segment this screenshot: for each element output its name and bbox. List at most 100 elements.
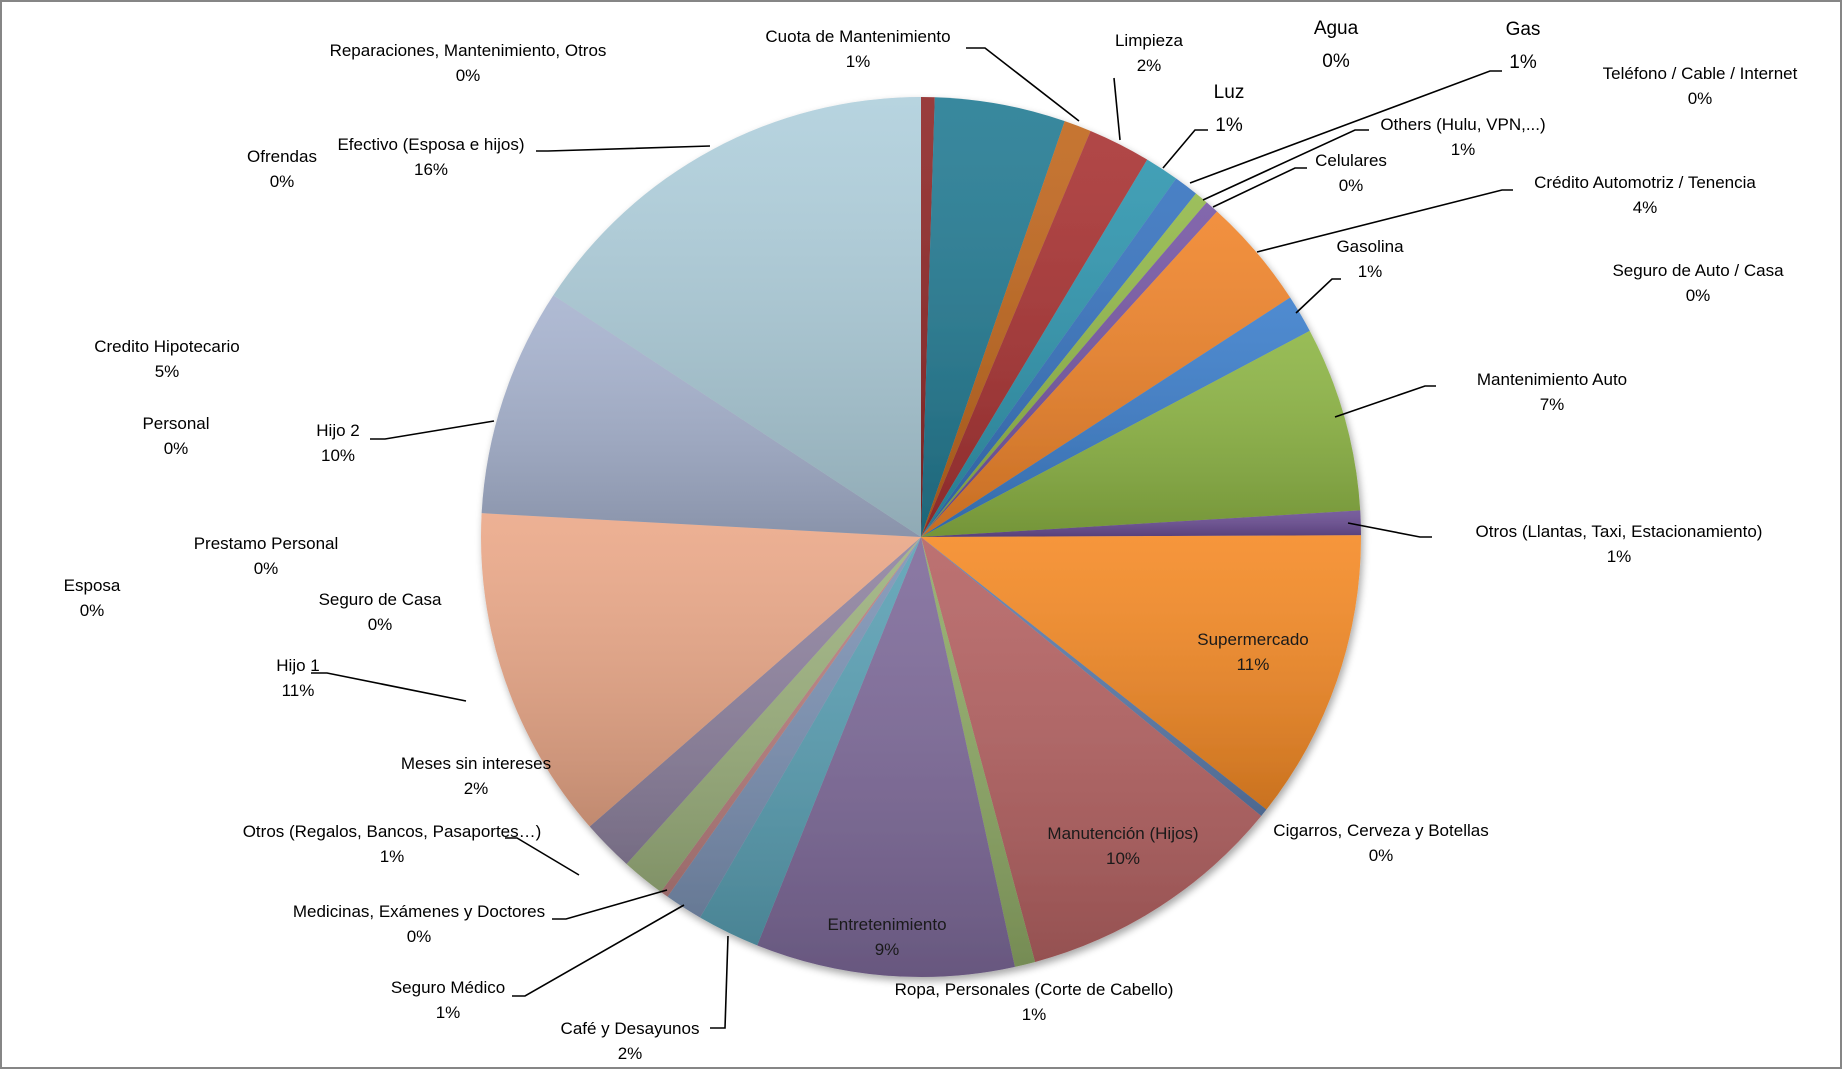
label-percent: 2%: [617, 1044, 643, 1063]
pie-slice-cuota-de-mantenimiento[interactable]: [921, 121, 1091, 538]
leader-line-celulares: [1212, 167, 1307, 208]
label-percent: 5%: [154, 362, 180, 381]
pie-slice-luz[interactable]: [921, 159, 1177, 537]
label-category: Otros (Llantas, Taxi, Estacionamiento): [1475, 522, 1763, 541]
leader-line-credito-automotriz-tenencia: [1256, 189, 1513, 253]
leader-line-otros-llantas-taxi-estacionamiento: [1347, 522, 1432, 538]
label-category: Meses sin intereses: [400, 754, 552, 773]
label-percent: 7%: [1539, 395, 1565, 414]
label-category: Manutención (Hijos): [1047, 824, 1199, 843]
label-percent: 0%: [1322, 51, 1350, 72]
pie-slice-medicinas-examenes-y-doctores[interactable]: [660, 537, 921, 897]
pie-slice-ropa-personales-corte-de-cabello[interactable]: [921, 537, 1036, 967]
data-label-efectivo-esposa-e-hijos: Efectivo (Esposa e hijos) 16%: [337, 132, 524, 182]
data-label-reparaciones-mantenimiento-otros: Reparaciones, Mantenimiento, Otros 0%: [330, 38, 607, 88]
leader-line-medicinas-examenes-y-doctores: [552, 889, 668, 920]
label-category: Credito Hipotecario: [94, 337, 240, 356]
label-percent: 0%: [406, 927, 432, 946]
label-category: Otros (Regalos, Bancos, Pasaportes…): [242, 822, 542, 841]
pie-slice-celulares[interactable]: [921, 202, 1218, 537]
pie-slice-gas[interactable]: [921, 178, 1196, 537]
label-percent: 10%: [1105, 849, 1141, 868]
data-label-hijo-2: Hijo 2 10%: [316, 418, 359, 468]
label-percent: 11%: [1236, 655, 1270, 674]
pie-slice-otros-regalos-bancos-pasaportes[interactable]: [626, 537, 921, 892]
label-percent: 0%: [455, 66, 481, 85]
label-percent: 2%: [1136, 56, 1162, 75]
label-category: Hijo 2: [316, 421, 360, 440]
label-percent: 11%: [281, 681, 315, 700]
label-category: Cigarros, Cerveza y Botellas: [1273, 821, 1489, 840]
data-label-gas: Gas 1%: [1506, 13, 1541, 79]
label-category: Esposa: [63, 576, 121, 595]
data-label-meses-sin-intereses: Meses sin intereses 2%: [401, 751, 551, 801]
data-label-personal: Personal 0%: [142, 411, 209, 461]
pie-slice-reparaciones-mantenimiento-otros[interactable]: [921, 97, 935, 537]
label-percent: 0%: [1687, 89, 1713, 108]
leader-line-cuota-de-mantenimiento: [966, 47, 1080, 122]
label-percent: 1%: [1450, 140, 1476, 159]
label-category: Crédito Automotriz / Tenencia: [1534, 173, 1756, 192]
leader-line-otros-regalos-bancos-pasaportes: [505, 837, 580, 876]
data-label-credito-automotriz-tenencia: Crédito Automotriz / Tenencia 4%: [1534, 170, 1756, 220]
label-percent: 0%: [253, 559, 279, 578]
label-category: Limpieza: [1114, 31, 1184, 50]
label-category: Seguro de Casa: [318, 590, 442, 609]
leader-line-limpieza: [1113, 77, 1121, 141]
label-percent: 1%: [1509, 52, 1537, 73]
leader-line-efectivo-esposa-e-hijos: [536, 145, 711, 152]
pie-slice-hijo-2[interactable]: [481, 295, 921, 537]
leader-line-seguro-medico: [512, 904, 685, 997]
label-category: Celulares: [1315, 151, 1387, 170]
pie-slice-cigarros-cerveza-y-botellas[interactable]: [921, 537, 1267, 817]
leader-line-cafe-y-desayunos: [710, 935, 729, 1029]
leader-line-hijo-1: [311, 672, 467, 702]
data-label-cafe-y-desayunos: Café y Desayunos 2%: [561, 1016, 700, 1066]
label-category: Mantenimiento Auto: [1476, 370, 1628, 389]
pie-slice-supermercado[interactable]: [921, 535, 1362, 810]
label-category: Cuota de Mantenimiento: [765, 27, 951, 46]
label-percent: 0%: [269, 172, 295, 191]
pie-slice-others-hulu-vpn[interactable]: [921, 193, 1207, 537]
label-percent: 1%: [435, 1003, 461, 1022]
pie-slice-efectivo-esposa-e-hijos[interactable]: [553, 97, 921, 537]
label-category: Efectivo (Esposa e hijos): [337, 135, 525, 154]
pie-slice-gasolina[interactable]: [921, 297, 1310, 537]
data-label-otros-regalos-bancos-pasaportes: Otros (Regalos, Bancos, Pasaportes…) 1%: [243, 819, 542, 869]
pie-slice-mantenimiento-auto[interactable]: [921, 330, 1361, 537]
pie-slice-seguro-medico[interactable]: [667, 537, 921, 918]
data-label-ofrendas: Ofrendas 0%: [247, 144, 317, 194]
pie-slice-limpieza[interactable]: [921, 130, 1148, 538]
pie-slice-manutencion-hijos[interactable]: [921, 537, 1262, 962]
label-category: Personal: [142, 414, 210, 433]
data-label-cigarros-cerveza-y-botellas: Cigarros, Cerveza y Botellas 0%: [1273, 818, 1488, 868]
leader-lines: [311, 47, 1513, 1029]
data-label-luz: Luz 1%: [1214, 76, 1245, 142]
label-category: Prestamo Personal: [193, 534, 339, 553]
label-percent: 1%: [1357, 262, 1383, 281]
data-label-credito-hipotecario: Credito Hipotecario 5%: [94, 334, 240, 384]
pie-slice-otros-llantas-taxi-estacionamiento[interactable]: [921, 510, 1361, 537]
data-label-manutencion-hijos: Manutención (Hijos) 10%: [1047, 821, 1198, 871]
pie-slice-meses-sin-intereses[interactable]: [589, 537, 921, 864]
leader-line-mantenimiento-auto: [1334, 385, 1436, 418]
label-percent: 1%: [1215, 115, 1243, 136]
label-category: Luz: [1213, 82, 1245, 103]
pie-slice-hijo-1[interactable]: [481, 513, 921, 827]
label-category: Entretenimiento: [827, 915, 947, 934]
pie-slices: [481, 97, 1362, 978]
label-category: Seguro Médico: [390, 978, 506, 997]
leader-line-others-hulu-vpn: [1202, 129, 1369, 201]
pie-slice-credito-automotriz-tenencia[interactable]: [921, 211, 1291, 537]
label-category: Ofrendas: [247, 147, 317, 166]
data-label-limpieza: Limpieza 2%: [1115, 28, 1183, 78]
label-category: Medicinas, Exámenes y Doctores: [292, 902, 546, 921]
pie-slice-credito-hipotecario[interactable]: [921, 97, 1065, 537]
pie-slice-cafe-y-desayunos[interactable]: [700, 537, 921, 946]
label-percent: 0%: [163, 439, 189, 458]
label-percent: 1%: [1021, 1005, 1047, 1024]
label-category: Gas: [1505, 19, 1541, 40]
pie-slice-entretenimiento[interactable]: [757, 537, 1015, 978]
data-label-hijo-1: Hijo 1 11%: [276, 653, 319, 703]
